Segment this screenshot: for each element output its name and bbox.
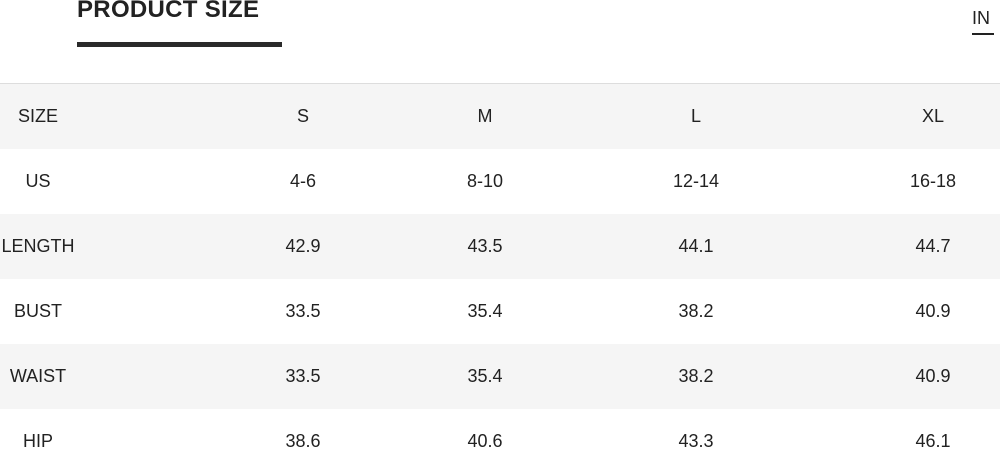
page-title: PRODUCT SIZE (77, 0, 260, 23)
divider (0, 83, 1000, 84)
table-row: US 4-6 8-10 12-14 16-18 (0, 149, 1000, 214)
table-cell: 16-18 (909, 171, 957, 191)
table-header-row: SIZE S M L XL (0, 84, 1000, 149)
table-row: HIP 38.6 40.6 43.3 46.1 (0, 409, 1000, 474)
column-header: L (690, 106, 702, 126)
column-header: M (477, 106, 493, 126)
table-cell: 38.6 (285, 431, 321, 451)
table-cell: 38.2 (678, 366, 714, 386)
table-cell: 46.1 (915, 431, 951, 451)
column-header: XL (921, 106, 945, 126)
size-table: SIZE S M L XL US 4-6 8-10 12-14 16-18 LENGTH 42.9 43… (0, 84, 1000, 474)
table-cell: 33.5 (285, 366, 321, 386)
table-cell: 44.1 (678, 236, 714, 256)
table-row: BUST 33.5 35.4 38.2 40.9 (0, 279, 1000, 344)
table-cell: 40.9 (915, 366, 951, 386)
table-row: WAIST 33.5 35.4 38.2 40.9 (0, 344, 1000, 409)
table-cell: 38.2 (678, 301, 714, 321)
table-row: LENGTH 42.9 43.5 44.1 44.7 (0, 214, 1000, 279)
row-label: US (25, 171, 51, 191)
table-cell: 40.9 (915, 301, 951, 321)
unit-active-underline (972, 33, 994, 35)
table-cell: 4-6 (289, 171, 317, 191)
table-cell: 33.5 (285, 301, 321, 321)
table-cell: 8-10 (466, 171, 504, 191)
title-underline (77, 42, 282, 47)
table-cell: 40.6 (467, 431, 503, 451)
column-header: SIZE (17, 106, 59, 126)
table-cell: 44.7 (915, 236, 951, 256)
table-cell: 42.9 (285, 236, 321, 256)
column-header: S (296, 106, 310, 126)
row-label: LENGTH (1, 236, 75, 256)
row-label: WAIST (9, 366, 67, 386)
unit-toggle-in[interactable]: IN (972, 8, 990, 28)
row-label: BUST (13, 301, 63, 321)
table-cell: 43.3 (678, 431, 714, 451)
table-cell: 12-14 (672, 171, 720, 191)
row-label: HIP (22, 431, 54, 451)
table-cell: 35.4 (467, 366, 503, 386)
table-cell: 43.5 (467, 236, 503, 256)
table-cell: 35.4 (467, 301, 503, 321)
